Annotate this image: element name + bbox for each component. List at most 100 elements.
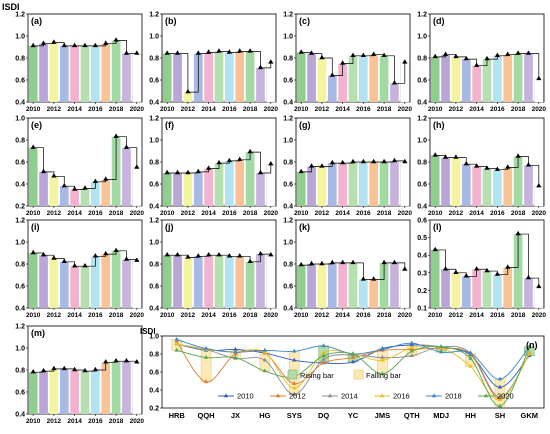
series-point-2020-HRB bbox=[174, 347, 179, 352]
marker-2017 bbox=[371, 158, 377, 164]
marker-2017 bbox=[103, 176, 109, 181]
bar-2010 bbox=[162, 255, 172, 308]
bar-2019 bbox=[122, 259, 131, 308]
box-legend-swatch bbox=[287, 369, 298, 380]
y-tick-label: 0.4 bbox=[283, 306, 293, 313]
series-point-2018-DQ bbox=[321, 343, 326, 348]
bar-2012 bbox=[451, 56, 461, 102]
marker-2018 bbox=[381, 158, 387, 164]
series-point-2018-JX bbox=[233, 349, 238, 354]
marker-2018 bbox=[113, 247, 119, 252]
y-tick-label: 0.4 bbox=[417, 204, 427, 211]
bar-2012 bbox=[317, 58, 327, 102]
marker-2020 bbox=[536, 183, 542, 188]
panel-m: 0.4 0.6 0.8 1.0 1.2 2010 2012 2014 2016 2018 2020 (… bbox=[15, 324, 144, 426]
y-tick-label: 1.0 bbox=[15, 346, 25, 353]
marker-2012 bbox=[319, 260, 325, 266]
x-tick-label: 2020 bbox=[130, 210, 145, 217]
marker-2018 bbox=[113, 133, 119, 138]
bar-2014 bbox=[472, 65, 481, 102]
x-tick-label: 2018 bbox=[109, 312, 124, 319]
small-multiples: 0.4 0.6 0.8 1.0 1.2 2010 2012 2014 2016 2018 2020 (… bbox=[15, 12, 546, 426]
y-tick-label: 0.6 bbox=[15, 78, 25, 85]
x-tick-label: 2014 bbox=[469, 210, 484, 217]
x-tick-label: 2020 bbox=[532, 312, 547, 319]
bar-2014 bbox=[472, 269, 481, 308]
marker-2016 bbox=[226, 49, 232, 54]
series-point-2014-DQ bbox=[321, 356, 326, 361]
marker-2014 bbox=[474, 62, 480, 67]
series-point-2020-SH bbox=[497, 403, 503, 408]
marker-2010 bbox=[164, 50, 170, 55]
x-tick-label: 2012 bbox=[449, 312, 464, 319]
bar-2012 bbox=[49, 176, 59, 206]
marker-2013 bbox=[463, 55, 469, 61]
panel-label: (m) bbox=[31, 328, 45, 338]
x-tick-label: 2016 bbox=[222, 312, 237, 319]
y-tick-label: 1.0 bbox=[283, 240, 293, 247]
panel-label: (d) bbox=[433, 16, 445, 26]
panel-c: 0.4 0.6 0.8 1.0 1.2 2010 2012 2014 2016 2018 2020 (… bbox=[283, 12, 412, 114]
bar-2018 bbox=[245, 51, 255, 102]
panel-n-y-label: ISDI bbox=[140, 327, 156, 336]
marker-2014 bbox=[72, 186, 78, 191]
marker-2011 bbox=[442, 51, 449, 56]
bar-2020 bbox=[534, 78, 544, 103]
x-tick-label: 2010 bbox=[294, 210, 309, 217]
marker-2013 bbox=[195, 168, 201, 174]
series-point-2016-JMS bbox=[380, 357, 385, 362]
series-point-2014-SH bbox=[497, 394, 503, 399]
marker-2016 bbox=[494, 271, 500, 276]
marker-2015 bbox=[484, 165, 490, 170]
legend-label: 2014 bbox=[341, 392, 358, 401]
x-tick-label: 2010 bbox=[160, 210, 175, 217]
bar-2015 bbox=[214, 255, 224, 308]
series-point-2018-SH bbox=[497, 376, 503, 381]
y-tick-label: 1.0 bbox=[149, 34, 159, 41]
marker-2015 bbox=[216, 48, 222, 53]
x-tick-label: 2018 bbox=[109, 210, 124, 217]
bar-2015 bbox=[482, 271, 492, 308]
bar-2013 bbox=[327, 262, 337, 308]
marker-2019 bbox=[391, 157, 398, 163]
marker-2020 bbox=[134, 164, 140, 169]
panel-d: 0.4 0.6 0.8 1.0 1.2 2010 2012 2014 2016 2018 2020 (… bbox=[417, 12, 546, 114]
bar-2020 bbox=[534, 286, 544, 309]
y-tick-label: 0.6 bbox=[417, 78, 427, 85]
bar-2016 bbox=[493, 274, 502, 308]
bar-2020 bbox=[266, 254, 276, 309]
x-category-label: DQ bbox=[318, 411, 329, 420]
y-tick-label: 0.3 bbox=[417, 270, 427, 277]
series-point-2020-QTH bbox=[409, 348, 414, 353]
y-tick-label: 1.0 bbox=[15, 116, 25, 123]
x-tick-label: 2018 bbox=[377, 106, 392, 113]
marker-2010 bbox=[432, 152, 438, 157]
marker-2019 bbox=[257, 250, 264, 256]
marker-2017 bbox=[371, 276, 377, 281]
marker-2019 bbox=[123, 256, 130, 261]
marker-2011 bbox=[40, 168, 47, 174]
marker-2015 bbox=[350, 158, 356, 164]
marker-2011 bbox=[174, 50, 181, 55]
bar-2011 bbox=[307, 264, 316, 308]
series-point-2012-SYS bbox=[292, 381, 297, 385]
y-tick-label: 0.8 bbox=[283, 56, 293, 63]
x-tick-label: 2020 bbox=[264, 106, 279, 113]
x-tick-label: 2012 bbox=[181, 106, 196, 113]
marker-2018 bbox=[515, 153, 521, 158]
y-tick-label: 1.2 bbox=[15, 324, 25, 331]
marker-2017 bbox=[237, 48, 243, 53]
y-tick-label: 0.4 bbox=[15, 306, 25, 313]
x-tick-label: 2012 bbox=[315, 210, 330, 217]
bar-2020 bbox=[400, 161, 410, 207]
bar-2020 bbox=[132, 53, 142, 103]
series-point-2020-GKM bbox=[527, 345, 532, 349]
marker-2020 bbox=[402, 158, 408, 164]
bar-2010 bbox=[162, 173, 172, 206]
marker-2016 bbox=[360, 52, 366, 57]
x-tick-label: 2014 bbox=[469, 106, 484, 113]
bar-2015 bbox=[348, 55, 358, 102]
panel-g: 0.4 0.6 0.8 1.0 1.2 2010 2012 2014 2016 2018 2020 (… bbox=[283, 116, 412, 218]
series-point-2016-HRB bbox=[174, 341, 179, 346]
bar-2019 bbox=[390, 160, 399, 206]
